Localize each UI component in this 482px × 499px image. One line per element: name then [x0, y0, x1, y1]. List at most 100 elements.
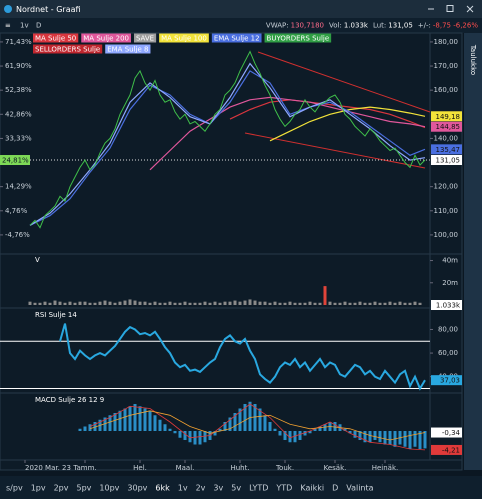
volume-bar: [238, 301, 242, 305]
range-button[interactable]: 2v: [196, 484, 206, 493]
macd-histogram-bar: [268, 422, 272, 431]
macd-histogram-bar: [78, 428, 82, 431]
y-tick-label: 40m: [442, 257, 458, 265]
volume-bar: [333, 302, 337, 305]
y-tick-label: 52,38%: [5, 86, 32, 94]
y-tick-label: 71,43%: [5, 38, 32, 46]
moving-average: [149, 96, 426, 171]
macd-histogram-bar: [228, 417, 232, 431]
range-button[interactable]: LYTD: [249, 484, 268, 493]
macd-histogram-bar: [373, 431, 377, 440]
stat-value: 1.033k: [344, 22, 369, 30]
close[interactable]: [466, 5, 474, 13]
macd-histogram-bar: [158, 419, 162, 431]
legend-label: MA Sulje 100: [161, 35, 207, 43]
volume-bar: [303, 302, 307, 305]
range-button[interactable]: 30pv: [127, 484, 147, 493]
volume-bar: [103, 300, 107, 305]
range-button[interactable]: 2pv: [54, 484, 69, 493]
range-button[interactable]: 6kk: [155, 484, 170, 493]
macd-histogram-bar: [198, 431, 202, 445]
range-button[interactable]: 5v: [231, 484, 241, 493]
legend-badge[interactable]: [159, 33, 209, 43]
range-button[interactable]: 3v: [213, 484, 223, 493]
legend-label: SELLORDERS Sulje: [35, 46, 100, 54]
volume-bar: [138, 301, 142, 305]
volume-bar: [298, 302, 302, 305]
volume-bar: [108, 301, 112, 305]
macd-histogram-bar: [168, 428, 172, 431]
moving-average: [229, 99, 426, 129]
interval-selector[interactable]: D: [36, 22, 41, 30]
value-tag: [431, 375, 462, 386]
macd-histogram-bar: [243, 404, 247, 431]
x-tick-label: Heinäk.: [372, 464, 399, 472]
macd-histogram-bar: [163, 424, 167, 431]
range-button[interactable]: 10pv: [99, 484, 119, 493]
volume-bar: [128, 299, 132, 305]
legend-badge[interactable]: [33, 33, 79, 43]
legend-badge[interactable]: [264, 33, 332, 43]
macd-histogram-bar: [258, 408, 262, 431]
range-button[interactable]: D: [332, 484, 338, 493]
volume-bar: [113, 302, 117, 305]
x-tick-label: Touk.: [275, 464, 294, 472]
volume-bar: [218, 302, 222, 305]
macd-histogram-bar: [213, 431, 217, 436]
y-tick-label: 4,76%: [5, 207, 28, 215]
range-button[interactable]: 1v: [178, 484, 188, 493]
change-tag: [0, 155, 30, 166]
legend-label: EMA Sulje 12: [214, 35, 260, 43]
range-button[interactable]: YTD: [275, 484, 292, 493]
macd-histogram-bar: [293, 431, 297, 443]
macd-histogram-bar: [148, 410, 152, 431]
legend-badge[interactable]: [211, 33, 262, 43]
range-button[interactable]: Kaikki: [300, 484, 324, 493]
legend-badge[interactable]: [133, 33, 157, 43]
y2-tick-label: 110,00: [434, 207, 459, 215]
macd-histogram-bar: [423, 431, 427, 449]
volume-bar: [173, 302, 177, 305]
window-controls[interactable]: [428, 5, 474, 13]
volume-bar: [283, 302, 287, 305]
volume-bar: [328, 301, 332, 305]
macd-histogram-bar: [88, 424, 92, 431]
y-tick-label: 60,00: [438, 349, 458, 357]
value-tag-label: 144,85: [436, 123, 461, 131]
volume-bar: [288, 301, 292, 305]
volume-bar: [353, 302, 357, 305]
volume-bar: [53, 300, 57, 305]
volume-bar: [48, 302, 52, 305]
range-button[interactable]: 5pv: [77, 484, 92, 493]
range-button[interactable]: Valinta: [346, 484, 373, 493]
macd-histogram-bar: [278, 431, 282, 436]
quote-stats: VWAP: 130,7180 Vol: 1.033k Lut: 131,05 +/-: -8,…: [266, 22, 478, 30]
y-tick-label: 20m: [442, 279, 458, 287]
x-tick-label: Hel.: [133, 464, 147, 472]
panel-title: MACD Sulje 26 12 9: [35, 396, 104, 404]
period-selector[interactable]: 1v: [20, 22, 29, 30]
range-button[interactable]: 1pv: [31, 484, 46, 493]
volume-bar: [98, 301, 102, 305]
macd-line: [89, 403, 426, 451]
volume-bar: [83, 301, 87, 305]
volume-bar: [93, 302, 97, 305]
stat-label: Vol:: [329, 22, 342, 30]
side-tab-label[interactable]: Taulukko: [469, 44, 477, 75]
macd-histogram-bar: [118, 410, 122, 431]
legend-badge[interactable]: [81, 33, 131, 43]
legend-badge[interactable]: [33, 44, 103, 54]
range-button[interactable]: s/pv: [6, 484, 23, 493]
toolbar-menu[interactable]: ≡: [5, 22, 11, 30]
side-tab[interactable]: [464, 33, 482, 470]
y-tick-label: 80,00: [438, 325, 458, 333]
volume-bar: [58, 301, 62, 305]
macd-histogram-bar: [183, 431, 187, 440]
legend-badge[interactable]: [105, 44, 151, 54]
maximize[interactable]: [446, 5, 454, 12]
volume-bar: [383, 302, 387, 305]
x-tick-label: 2020 Mar. 23: [25, 464, 71, 472]
volume-bar: [158, 302, 162, 305]
macd-histogram-bar: [133, 404, 137, 431]
volume-bar: [38, 302, 42, 305]
